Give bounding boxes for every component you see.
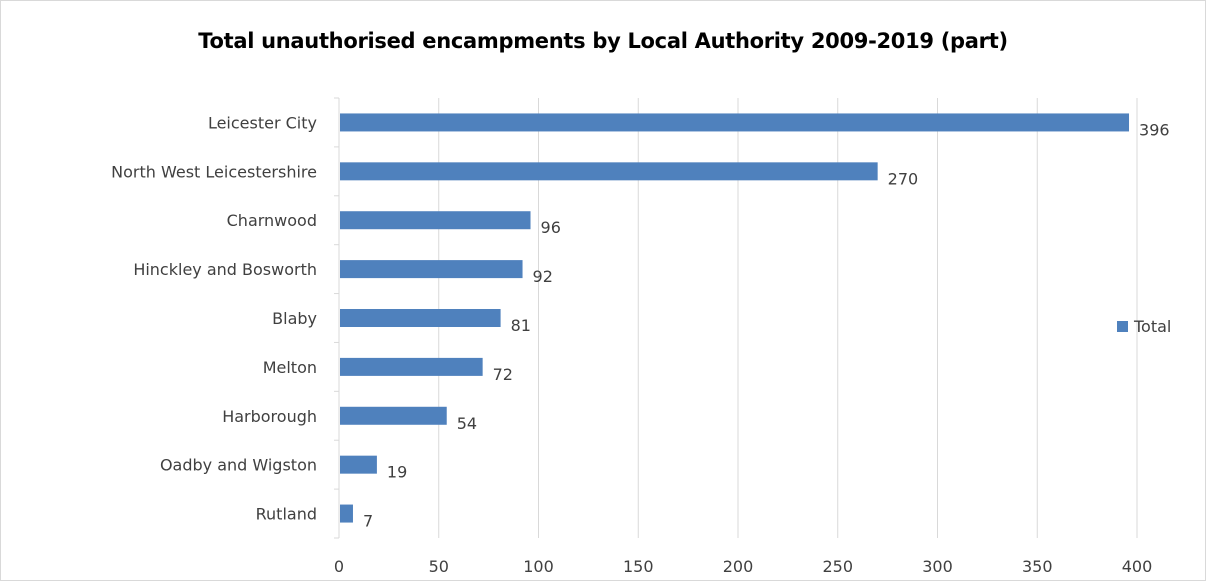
category-label: Blaby [272, 309, 317, 328]
category-label: North West Leicestershire [111, 162, 317, 181]
data-label: 270 [888, 169, 919, 188]
legend-label-total: Total [1134, 317, 1172, 336]
data-label: 92 [533, 267, 553, 286]
legend-swatch [1117, 321, 1128, 332]
category-label: Harborough [222, 407, 317, 426]
data-label: 72 [493, 365, 513, 384]
x-tick-label: 200 [723, 557, 754, 576]
category-label: Oadby and Wigston [160, 456, 317, 475]
bar [340, 357, 483, 376]
category-label: Leicester City [208, 113, 317, 132]
category-label: Charnwood [227, 211, 317, 230]
x-tick-label: 100 [523, 557, 554, 576]
category-label: Hinckley and Bosworth [133, 260, 317, 279]
bar [340, 455, 377, 474]
data-label: 7 [363, 512, 373, 531]
data-label: 54 [457, 414, 477, 433]
chart-title: Total unauthorised encampments by Local … [198, 29, 1008, 53]
x-tick-label: 50 [429, 557, 449, 576]
bar [340, 260, 523, 279]
data-label: 19 [387, 463, 407, 482]
data-label: 81 [511, 316, 531, 335]
x-tick-label: 0 [334, 557, 344, 576]
x-tick-label: 150 [623, 557, 654, 576]
data-label: 96 [541, 218, 561, 237]
bar [340, 211, 531, 230]
category-label: Rutland [256, 505, 317, 524]
category-label: Melton [263, 358, 317, 377]
x-tick-label: 350 [1022, 557, 1053, 576]
bar [340, 113, 1130, 132]
bar [340, 309, 501, 327]
bar [340, 504, 353, 523]
bar [340, 162, 878, 181]
x-tick-label: 300 [922, 557, 953, 576]
x-tick-label: 250 [822, 557, 853, 576]
bar [340, 406, 447, 425]
data-label: 396 [1139, 120, 1170, 139]
legend: Total [1117, 317, 1171, 336]
x-tick-label: 400 [1122, 557, 1153, 576]
